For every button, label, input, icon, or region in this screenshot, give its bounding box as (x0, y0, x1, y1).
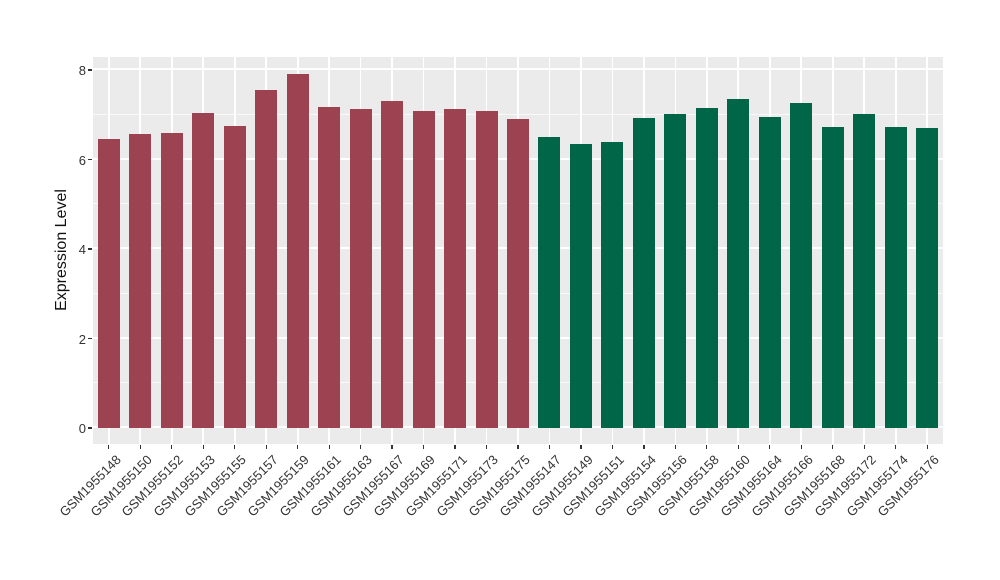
bar (821, 126, 844, 428)
x-tick-mark (674, 444, 676, 449)
x-tick-mark (422, 444, 425, 449)
y-tick-mark (88, 248, 92, 250)
x-tick-mark (108, 444, 110, 449)
y-tick-mark (88, 337, 92, 340)
x-tick-mark (863, 444, 865, 449)
y-tick-label: 8 (78, 63, 86, 78)
bar (695, 107, 718, 428)
bar (727, 99, 750, 428)
y-tick-mark (88, 427, 92, 429)
x-tick-mark (800, 444, 802, 449)
x-tick-mark (265, 444, 267, 449)
x-tick-mark (202, 444, 204, 449)
x-tick-mark (454, 444, 456, 449)
x-tick-mark (548, 444, 551, 449)
bar (569, 144, 592, 428)
bar (884, 126, 907, 428)
bar (475, 110, 498, 428)
bar (444, 108, 467, 428)
bar (129, 134, 152, 428)
bar (192, 112, 215, 428)
x-tick-mark (737, 444, 739, 449)
y-tick-mark (88, 69, 92, 71)
bar (412, 111, 435, 428)
x-tick-mark (517, 444, 519, 449)
x-tick-mark (359, 444, 362, 449)
bar (381, 100, 404, 428)
y-axis-title: Expression Level (53, 189, 70, 311)
bar (632, 117, 655, 428)
y-tick-mark (88, 158, 92, 161)
bar (255, 90, 278, 428)
bar (790, 103, 813, 428)
bar (349, 108, 372, 428)
y-tick-label: 6 (78, 152, 86, 168)
y-tick-label: 2 (78, 331, 86, 347)
bar (853, 113, 876, 428)
plot-panel (93, 57, 943, 444)
bar (916, 127, 939, 428)
bar (758, 116, 781, 428)
x-tick-mark (643, 444, 645, 449)
x-tick-mark (485, 444, 488, 449)
x-tick-mark (706, 444, 708, 449)
bar (160, 132, 183, 428)
x-tick-mark (611, 444, 614, 449)
x-tick-mark (139, 444, 141, 449)
x-tick-mark (895, 444, 897, 449)
y-tick-label: 4 (78, 242, 86, 257)
bar (601, 141, 624, 428)
x-tick-mark (171, 444, 173, 449)
x-tick-mark (926, 444, 928, 449)
bar (538, 136, 561, 428)
bar (664, 114, 687, 428)
x-tick-mark (391, 444, 393, 449)
y-tick-label: 0 (78, 421, 86, 436)
bar (318, 107, 341, 428)
bar (286, 74, 309, 428)
x-tick-mark (832, 444, 834, 449)
x-tick-mark (580, 444, 582, 449)
bar (223, 126, 246, 428)
x-tick-mark (328, 444, 330, 449)
bar (507, 118, 529, 428)
x-tick-mark (769, 444, 771, 449)
x-tick-mark (234, 444, 236, 449)
bar (97, 139, 120, 428)
x-tick-mark (297, 444, 299, 449)
